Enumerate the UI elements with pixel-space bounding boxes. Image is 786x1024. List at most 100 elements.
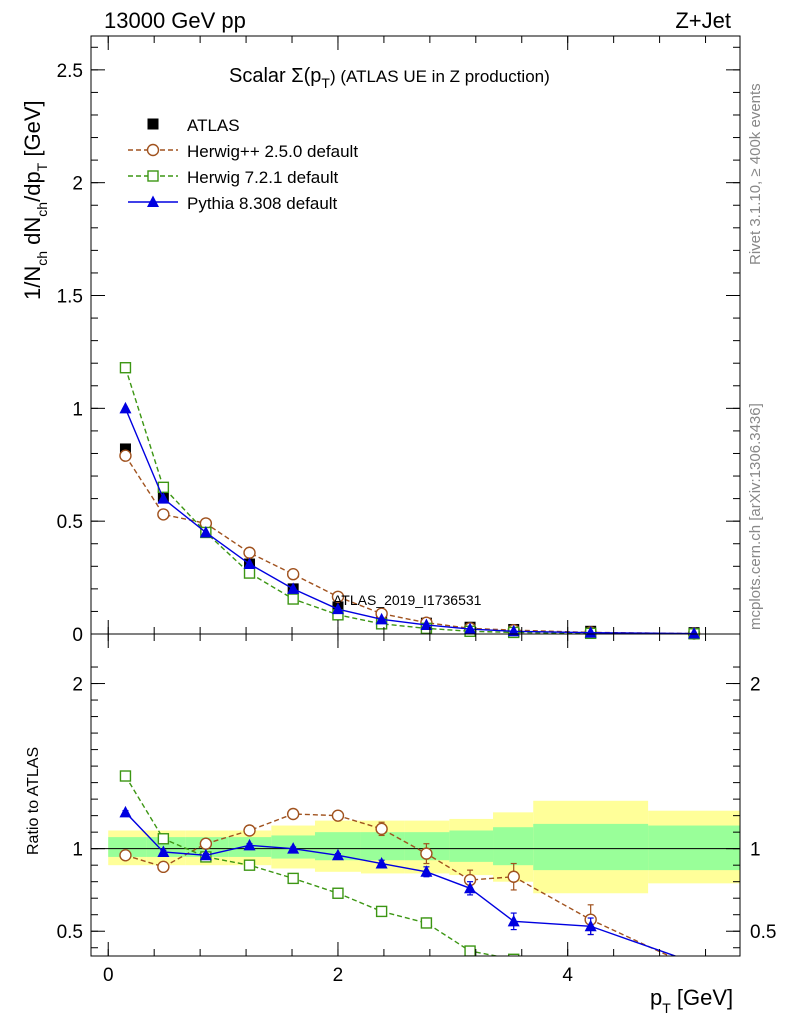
main-y-tick-label: 1.5 bbox=[57, 287, 83, 308]
series-line-herwig-2-5-0-default bbox=[124, 455, 695, 635]
legend-marker-herwig-7-2-1-default bbox=[147, 170, 159, 182]
ratio-bands bbox=[91, 800, 740, 894]
ylabel-sub: ch bbox=[34, 202, 50, 217]
ylabel-part: [GeV] bbox=[20, 100, 45, 162]
ratio-ticks: 0.5 0.5 1 1 2 2 0 2 4 bbox=[57, 634, 776, 986]
data-point-pythia-8-308-default bbox=[119, 401, 132, 414]
ratio-series-pythia-8-308-default bbox=[119, 805, 700, 968]
ylabel-part: dN bbox=[20, 217, 45, 251]
xlabel-part: p bbox=[650, 985, 662, 1010]
ratio-point-herwig-2-5-0-default bbox=[331, 809, 345, 822]
series-line-pythia-8-308-default bbox=[124, 408, 695, 635]
data-point-pythia-8-308-default bbox=[157, 492, 170, 504]
ratio-band-inner bbox=[108, 837, 147, 857]
ratio-point-pythia-8-308-default bbox=[287, 842, 300, 854]
ratio-line-herwig-7-2-1-default bbox=[124, 775, 501, 956]
ratio-point-herwig-2-5-0-default bbox=[689, 962, 700, 973]
mcplots-label: mcplots.cern.ch [arXiv:1306.3436] bbox=[747, 403, 764, 630]
ratio-band-inner bbox=[648, 825, 740, 871]
data-point-pythia-8-308-default bbox=[688, 627, 701, 639]
main-title-prefix: Scalar Σ(p bbox=[229, 65, 321, 87]
main-y-tick-label: 0 bbox=[72, 625, 83, 646]
legend-label-atlas: ATLAS bbox=[187, 116, 240, 135]
data-point-herwig-2-5-0-default bbox=[119, 449, 132, 462]
legend-label-herwig7: Herwig 7.2.1 default bbox=[187, 168, 338, 187]
ratio-band-inner bbox=[449, 830, 494, 862]
ratio-point-herwig-2-5-0-default bbox=[375, 822, 388, 836]
ratio-point-pythia-8-308-default bbox=[243, 838, 256, 851]
data-point-herwig-7-2-1-default bbox=[119, 362, 132, 374]
ratio-band-inner bbox=[146, 837, 186, 857]
ratio-y-tick-label: 0.5 bbox=[57, 922, 83, 943]
ratio-point-herwig-7-2-1-default bbox=[243, 859, 256, 871]
main-title-suffix: ) (ATLAS UE in Z production) bbox=[330, 67, 550, 86]
ratio-point-pythia-8-308-default bbox=[375, 857, 388, 869]
ratio-band-inner bbox=[533, 823, 649, 871]
ratio-point-herwig-7-2-1-default bbox=[157, 833, 170, 845]
ylabel-part: /dp bbox=[20, 171, 45, 202]
ratio-x-axis-label: pT [GeV] bbox=[650, 985, 733, 1016]
ratio-x-tick-label: 2 bbox=[333, 965, 344, 986]
ratio-point-pythia-8-308-default bbox=[688, 956, 700, 968]
rivet-label: Rivet 3.1.10, ≥ 400k events bbox=[747, 83, 764, 265]
ratio-series-herwig-2-5-0-default bbox=[119, 807, 700, 973]
ratio-point-pythia-8-308-default bbox=[199, 848, 212, 861]
data-point-herwig-7-2-1-default bbox=[287, 593, 299, 605]
ratio-point-herwig-2-5-0-default bbox=[157, 860, 170, 874]
ratio-y-tick-label-right: 2 bbox=[750, 675, 761, 696]
main-y-tick-label: 0.5 bbox=[57, 512, 83, 533]
main-y-axis-label: 1/Nch dNch/dpT [GeV] bbox=[20, 100, 50, 300]
ratio-x-tick-label: 0 bbox=[103, 965, 114, 986]
xlabel-part: [GeV] bbox=[671, 985, 733, 1010]
ratio-point-herwig-2-5-0-default bbox=[243, 824, 256, 837]
data-point-herwig-2-5-0-default bbox=[243, 546, 256, 559]
energy-label: 13000 GeV pp bbox=[104, 8, 246, 33]
series-line-herwig-7-2-1-default bbox=[124, 367, 695, 635]
main-y-tick-label: 2.5 bbox=[57, 61, 83, 82]
legend: ATLAS Herwig++ 2.5.0 default Herwig 7.2.… bbox=[128, 116, 358, 213]
ratio-point-pythia-8-308-default bbox=[119, 805, 132, 818]
ratio-point-pythia-8-308-default bbox=[157, 845, 170, 857]
ratio-point-herwig-7-2-1-default bbox=[464, 945, 476, 956]
series-herwig-2-5-0-default bbox=[119, 449, 701, 640]
main-title-sub: T bbox=[321, 75, 330, 91]
data-point-pythia-8-308-default bbox=[584, 626, 597, 638]
main-y-tick-label: 1 bbox=[72, 399, 83, 420]
ratio-point-herwig-7-2-1-default bbox=[332, 887, 344, 899]
data-point-pythia-8-308-default bbox=[199, 525, 212, 538]
ratio-series-layer bbox=[119, 770, 700, 978]
series-atlas bbox=[119, 443, 700, 639]
main-panel: 00.511.522.5 Scalar Σ(pT) (ATLAS UE in Z… bbox=[20, 35, 741, 646]
ratio-point-herwig-7-2-1-default bbox=[586, 968, 596, 978]
analysis-watermark: ATLAS_2019_I1736531 bbox=[333, 592, 482, 608]
ratio-point-pythia-8-308-default bbox=[584, 919, 597, 932]
ratio-point-herwig-2-5-0-default bbox=[286, 807, 300, 821]
main-ticks: 0 0.5 1 1.5 2 2.5 bbox=[57, 36, 740, 646]
ratio-point-pythia-8-308-default bbox=[331, 848, 344, 861]
ratio-series-herwig-7-2-1-default bbox=[119, 770, 596, 978]
legend-label-pythia: Pythia 8.308 default bbox=[187, 194, 338, 213]
ratio-band-inner bbox=[493, 827, 534, 866]
main-y-tick-label: 2 bbox=[72, 174, 83, 195]
data-point-pythia-8-308-default bbox=[464, 622, 477, 635]
data-point-pythia-8-308-default bbox=[287, 582, 300, 594]
ylabel-sub: T bbox=[34, 162, 50, 171]
legend-marker-pythia-8-308-default bbox=[147, 195, 159, 207]
main-title: Scalar Σ(pT) (ATLAS UE in Z production) bbox=[229, 65, 550, 91]
data-point-pythia-8-308-default bbox=[375, 612, 388, 625]
ratio-point-pythia-8-308-default bbox=[420, 865, 433, 877]
ratio-panel: 0.5 0.5 1 1 2 2 0 2 4 Ratio to ATLAS pT [GeV] bbox=[25, 633, 776, 1016]
legend-marker-atlas bbox=[147, 118, 159, 130]
ratio-band-inner bbox=[360, 832, 405, 861]
ratio-y-tick-label: 2 bbox=[72, 675, 83, 696]
ylabel-sub: ch bbox=[34, 251, 50, 266]
data-point-pythia-8-308-default bbox=[243, 557, 256, 570]
data-point-herwig-2-5-0-default bbox=[286, 568, 300, 581]
data-point-herwig-2-5-0-default bbox=[157, 508, 170, 521]
ratio-line-pythia-8-308-default bbox=[124, 811, 678, 956]
ratio-point-herwig-7-2-1-default bbox=[287, 872, 299, 885]
process-label: Z+Jet bbox=[675, 8, 731, 33]
ratio-point-herwig-7-2-1-default bbox=[119, 770, 132, 782]
ratio-point-herwig-2-5-0-default bbox=[199, 837, 213, 850]
ratio-point-herwig-2-5-0-default bbox=[420, 847, 433, 860]
